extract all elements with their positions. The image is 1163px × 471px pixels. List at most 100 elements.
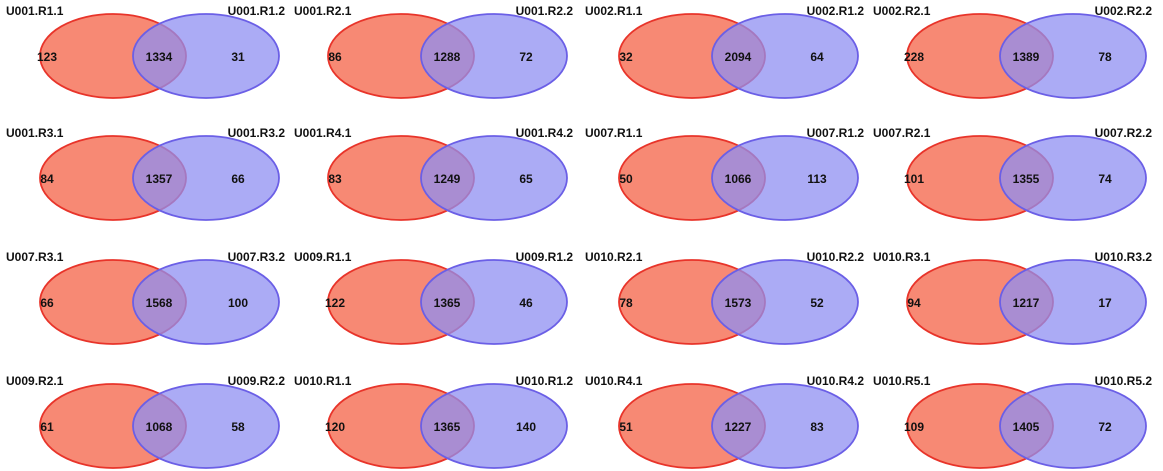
right-set-label: U009.R1.2 [516, 250, 574, 264]
right-set-label: U001.R2.2 [516, 4, 574, 18]
venn-diagram: U007.R1.1 U007.R1.2 50 1066 113 [585, 126, 865, 221]
right-only-count: 46 [519, 296, 533, 310]
left-set-label: U010.R2.1 [585, 250, 643, 264]
right-only-count: 83 [810, 420, 824, 434]
right-only-count: 52 [810, 296, 824, 310]
left-set-label: U007.R1.1 [585, 126, 643, 140]
right-set-label: U009.R2.2 [228, 374, 286, 388]
overlap-count: 1217 [1013, 296, 1040, 310]
venn-diagram: U001.R3.1 U001.R3.2 84 1357 66 [6, 126, 286, 221]
right-set-ellipse [132, 259, 280, 345]
venn-diagram: U010.R4.1 U010.R4.2 51 1227 83 [585, 374, 864, 469]
right-set-ellipse [132, 135, 280, 221]
overlap-count: 1068 [146, 420, 173, 434]
right-only-count: 72 [519, 50, 533, 64]
venn-diagram: U001.R1.1 U001.R1.2 123 1334 31 [6, 4, 286, 99]
venn-diagram: U002.R2.1 U002.R2.2 228 1389 78 [873, 4, 1152, 99]
left-set-label: U007.R2.1 [873, 126, 931, 140]
right-set-label: U007.R2.2 [1095, 126, 1153, 140]
right-set-label: U001.R3.2 [228, 126, 286, 140]
right-set-ellipse [999, 13, 1147, 99]
right-set-label: U007.R1.2 [807, 126, 865, 140]
venn-diagram: U001.R2.1 U001.R2.2 86 1288 72 [294, 4, 574, 99]
right-set-label: U001.R4.2 [516, 126, 574, 140]
right-only-count: 74 [1098, 172, 1112, 186]
right-set-label: U010.R3.2 [1095, 250, 1153, 264]
left-only-count: 109 [904, 420, 924, 434]
right-only-count: 78 [1098, 50, 1112, 64]
overlap-count: 1249 [434, 172, 461, 186]
right-only-count: 17 [1098, 296, 1112, 310]
right-only-count: 66 [231, 172, 245, 186]
right-set-ellipse [132, 13, 280, 99]
left-only-count: 84 [40, 172, 54, 186]
overlap-count: 1405 [1013, 420, 1040, 434]
right-only-count: 65 [519, 172, 533, 186]
left-set-label: U007.R3.1 [6, 250, 64, 264]
left-only-count: 78 [619, 296, 633, 310]
left-only-count: 61 [40, 420, 54, 434]
right-set-label: U010.R1.2 [516, 374, 574, 388]
venn-diagram: U007.R2.1 U007.R2.2 101 1355 74 [873, 126, 1153, 221]
left-set-label: U009.R1.1 [294, 250, 352, 264]
left-only-count: 50 [619, 172, 633, 186]
left-only-count: 83 [328, 172, 342, 186]
right-set-ellipse [999, 135, 1147, 221]
right-set-ellipse [420, 383, 568, 469]
right-only-count: 64 [810, 50, 824, 64]
overlap-count: 1355 [1013, 172, 1040, 186]
venn-diagram: U002.R1.1 U002.R1.2 32 2094 64 [585, 4, 865, 99]
left-only-count: 51 [619, 420, 633, 434]
right-only-count: 100 [228, 296, 248, 310]
right-set-ellipse [420, 259, 568, 345]
right-set-ellipse [420, 135, 568, 221]
right-set-ellipse [711, 13, 859, 99]
left-only-count: 120 [325, 420, 345, 434]
overlap-count: 1066 [725, 172, 752, 186]
left-set-label: U010.R4.1 [585, 374, 643, 388]
venn-diagram: U007.R3.1 U007.R3.2 66 1568 100 [6, 250, 286, 345]
overlap-count: 1568 [146, 296, 173, 310]
overlap-count: 1389 [1013, 50, 1040, 64]
venn-diagram: U010.R2.1 U010.R2.2 78 1573 52 [585, 250, 865, 345]
right-set-label: U010.R5.2 [1095, 374, 1153, 388]
overlap-count: 1227 [725, 420, 752, 434]
left-set-label: U001.R2.1 [294, 4, 352, 18]
left-only-count: 228 [904, 50, 924, 64]
right-only-count: 58 [231, 420, 245, 434]
left-only-count: 66 [40, 296, 54, 310]
right-only-count: 113 [807, 172, 827, 186]
overlap-count: 2094 [725, 50, 752, 64]
overlap-count: 1365 [434, 296, 461, 310]
venn-diagram: U001.R4.1 U001.R4.2 83 1249 65 [294, 126, 574, 221]
venn-diagram: U009.R2.1 U009.R2.2 61 1068 58 [6, 374, 286, 469]
right-only-count: 72 [1098, 420, 1112, 434]
overlap-count: 1288 [434, 50, 461, 64]
right-set-label: U002.R1.2 [807, 4, 865, 18]
right-only-count: 31 [231, 50, 245, 64]
left-set-label: U010.R5.1 [873, 374, 931, 388]
venn-diagram: U010.R1.1 U010.R1.2 120 1365 140 [294, 374, 574, 469]
right-set-ellipse [420, 13, 568, 99]
right-set-ellipse [132, 383, 280, 469]
left-set-label: U010.R1.1 [294, 374, 352, 388]
left-set-label: U002.R2.1 [873, 4, 931, 18]
overlap-count: 1365 [434, 420, 461, 434]
right-set-ellipse [999, 259, 1147, 345]
left-only-count: 123 [37, 50, 57, 64]
left-set-label: U001.R1.1 [6, 4, 64, 18]
venn-diagram: U009.R1.1 U009.R1.2 122 1365 46 [294, 250, 574, 345]
right-set-label: U001.R1.2 [228, 4, 286, 18]
left-set-label: U001.R3.1 [6, 126, 64, 140]
left-set-label: U001.R4.1 [294, 126, 352, 140]
right-set-ellipse [711, 259, 859, 345]
overlap-count: 1357 [146, 172, 173, 186]
left-set-label: U002.R1.1 [585, 4, 643, 18]
left-only-count: 101 [904, 172, 924, 186]
left-only-count: 32 [619, 50, 633, 64]
left-set-label: U009.R2.1 [6, 374, 64, 388]
right-set-label: U007.R3.2 [228, 250, 286, 264]
right-set-label: U010.R2.2 [807, 250, 865, 264]
left-set-label: U010.R3.1 [873, 250, 931, 264]
